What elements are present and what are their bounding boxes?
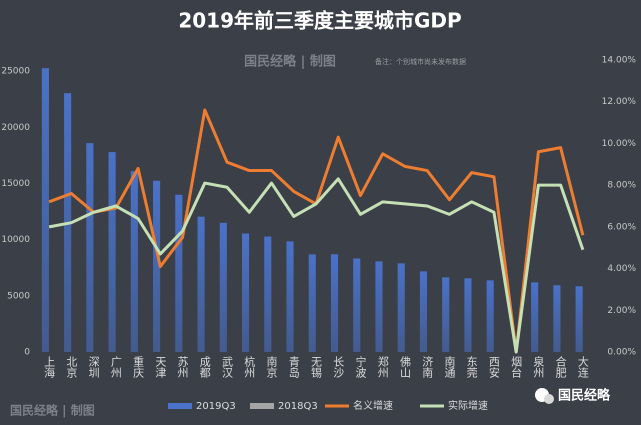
legend-swatch (168, 403, 192, 409)
x-tick-label: 北京 (65, 356, 78, 379)
y2-tick-label: 10.00% (602, 139, 637, 149)
subtitle: 国民经略 | 制图 (244, 54, 336, 70)
bar (575, 286, 583, 352)
y-tick-label: 25000 (1, 67, 30, 77)
wechat-icon (544, 394, 554, 404)
bar (86, 143, 94, 352)
x-tick-label: 武汉 (221, 356, 234, 379)
x-tick-label: 佛山 (398, 356, 411, 378)
x-tick-label: 大连 (576, 355, 589, 378)
y2-tick-label: 14.00% (602, 56, 637, 66)
y-tick-label: 5000 (7, 291, 30, 301)
y-tick-label: 20000 (1, 123, 30, 133)
x-tick-label: 深圳 (87, 356, 100, 378)
x-tick-label: 上海 (43, 356, 56, 379)
y2-tick-label: 4.00% (607, 264, 636, 274)
bar (553, 285, 561, 352)
bar (130, 171, 138, 352)
x-tick-label: 东莞 (465, 356, 478, 379)
x-tick-label: 长沙 (332, 356, 345, 378)
bar (108, 152, 116, 352)
x-tick-label: 郑州 (376, 355, 389, 378)
x-tick-label: 重庆 (132, 355, 145, 379)
bar (486, 280, 494, 352)
x-tick-label: 泉州 (532, 355, 545, 378)
y2-tick-label: 6.00% (607, 222, 636, 232)
bar (375, 261, 383, 352)
x-tick-label: 苏州 (176, 356, 189, 378)
x-tick-label: 杭州 (243, 355, 256, 378)
bar (442, 277, 450, 352)
y2-tick-label: 8.00% (607, 181, 636, 191)
legend-label: 2018Q3 (278, 401, 318, 412)
bar (41, 68, 49, 353)
y2-tick-label: 0.00% (607, 348, 636, 358)
y-tick-label: 15000 (1, 179, 30, 189)
x-tick-label: 南通 (443, 356, 456, 378)
y2-tick-label: 2.00% (607, 306, 636, 316)
x-tick-label: 合肥 (554, 355, 567, 378)
x-tick-label: 宁波 (354, 355, 367, 379)
bar (241, 233, 250, 352)
bar (286, 241, 294, 352)
x-tick-label: 西安 (487, 356, 500, 379)
legend-label: 实际增速 (448, 399, 488, 412)
chart-title: 2019年前三季度主要城市GDP (178, 9, 461, 33)
bar (219, 222, 227, 352)
legend-label: 2019Q3 (196, 401, 236, 412)
bar (308, 254, 316, 352)
bar (419, 271, 428, 352)
y2-tick-label: 12.00% (602, 97, 637, 107)
footer-right: 国民经略 (558, 388, 611, 404)
bar (153, 180, 161, 352)
bar (531, 282, 539, 352)
x-tick-label: 广州 (109, 356, 122, 378)
bar (353, 258, 361, 352)
bar (197, 216, 205, 352)
x-tick-label: 青岛 (287, 356, 300, 379)
x-tick-label: 济南 (421, 355, 434, 378)
x-tick-label: 天津 (154, 356, 167, 378)
bar (330, 254, 339, 352)
bar (464, 278, 472, 352)
legend-label: 名义增速 (353, 399, 393, 412)
y-tick-label: 0 (24, 348, 30, 358)
x-tick-label: 南京 (265, 356, 278, 379)
y-tick-label: 10000 (1, 235, 30, 245)
x-tick-label: 无锡 (310, 356, 323, 379)
x-tick-label: 烟台 (510, 355, 523, 378)
legend-swatch (250, 403, 274, 409)
x-tick-label: 成都 (198, 356, 211, 378)
bar (397, 263, 405, 352)
bar (175, 194, 183, 352)
footer-left: 国民经略 | 制图 (10, 403, 95, 418)
note: 备注：个别城市尚未发布数据 (375, 57, 466, 66)
line (48, 177, 585, 354)
bar (264, 236, 272, 352)
